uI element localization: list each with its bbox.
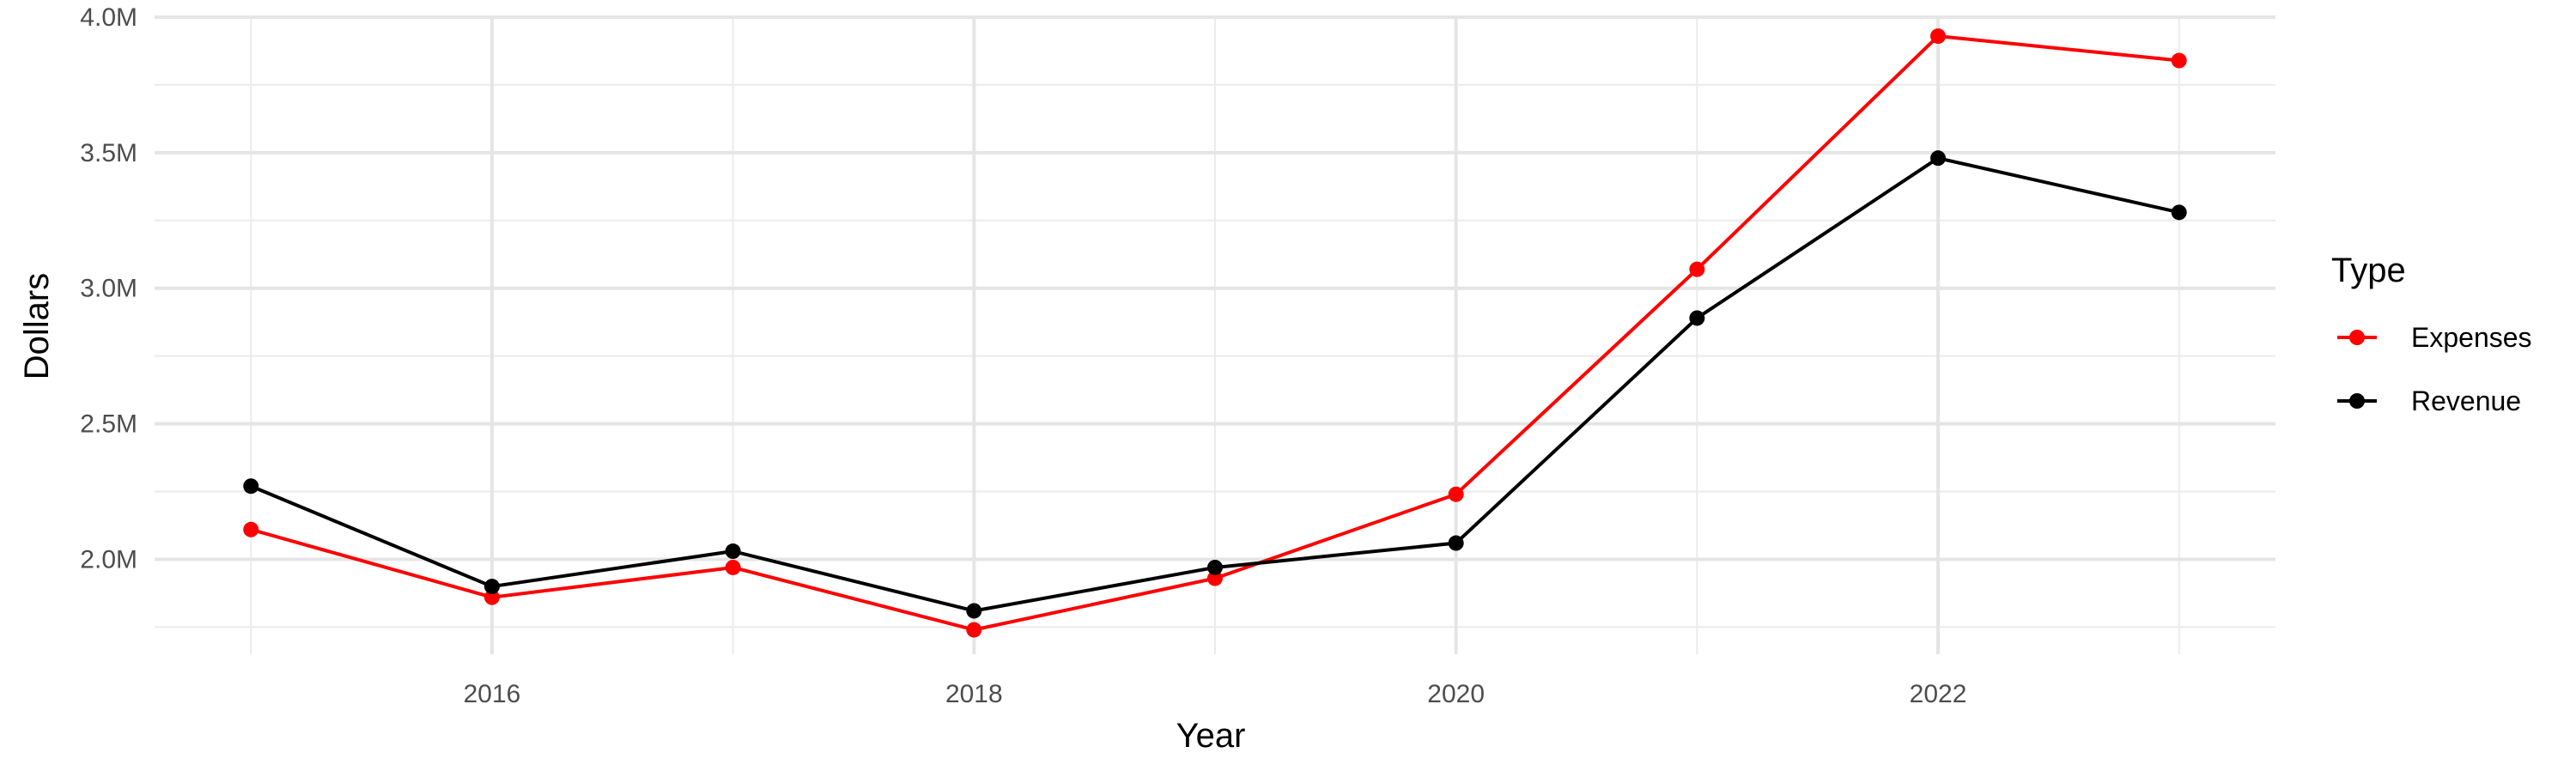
data-point-expenses [1448, 486, 1464, 502]
data-point-expenses [483, 589, 500, 605]
data-point-expenses [2171, 52, 2187, 69]
data-point-revenue [243, 478, 259, 495]
data-point-expenses [966, 622, 982, 638]
y-tick-label: 3.0M [80, 275, 137, 303]
y-tick-label: 2.5M [80, 410, 137, 439]
legend-label-revenue: Revenue [2411, 385, 2521, 416]
data-point-expenses [725, 559, 741, 575]
x-tick-label: 2020 [1427, 680, 1485, 708]
data-point-revenue [966, 603, 982, 619]
y-tick-label: 2.0M [80, 545, 137, 574]
data-point-revenue [1207, 559, 1223, 575]
data-point-revenue [483, 579, 500, 595]
legend: Type Expenses Revenue [2331, 252, 2532, 416]
legend-items: Expenses Revenue [2337, 322, 2532, 416]
x-tick-label: 2022 [1910, 680, 1967, 708]
x-tick-label: 2016 [464, 680, 521, 708]
y-axis-title: Dollars [18, 273, 56, 379]
x-axis-title: Year [1176, 717, 1246, 755]
data-point-revenue [1930, 150, 1947, 167]
legend-key-point-revenue [2349, 393, 2365, 409]
legend-key-point-expenses [2349, 330, 2365, 345]
y-tick-label: 4.0M [80, 3, 137, 32]
data-point-expenses [1207, 570, 1223, 586]
series-layer [243, 28, 2187, 638]
data-point-revenue [1689, 310, 1705, 326]
data-point-expenses [1930, 28, 1947, 45]
grid-layer [155, 15, 2275, 654]
data-point-revenue [725, 543, 741, 560]
legend-title: Type [2331, 252, 2406, 289]
data-point-revenue [2171, 204, 2187, 221]
data-point-expenses [243, 521, 259, 537]
data-point-expenses [1689, 261, 1705, 277]
axis-layer: 2016 2018 2020 2022 2.0M 2.5M 3.0M 3.5M 4.0M [80, 3, 1966, 708]
y-tick-label: 3.5M [80, 139, 137, 167]
data-point-revenue [1448, 535, 1464, 551]
x-tick-label: 2018 [945, 680, 1003, 708]
legend-label-expenses: Expenses [2411, 322, 2532, 353]
